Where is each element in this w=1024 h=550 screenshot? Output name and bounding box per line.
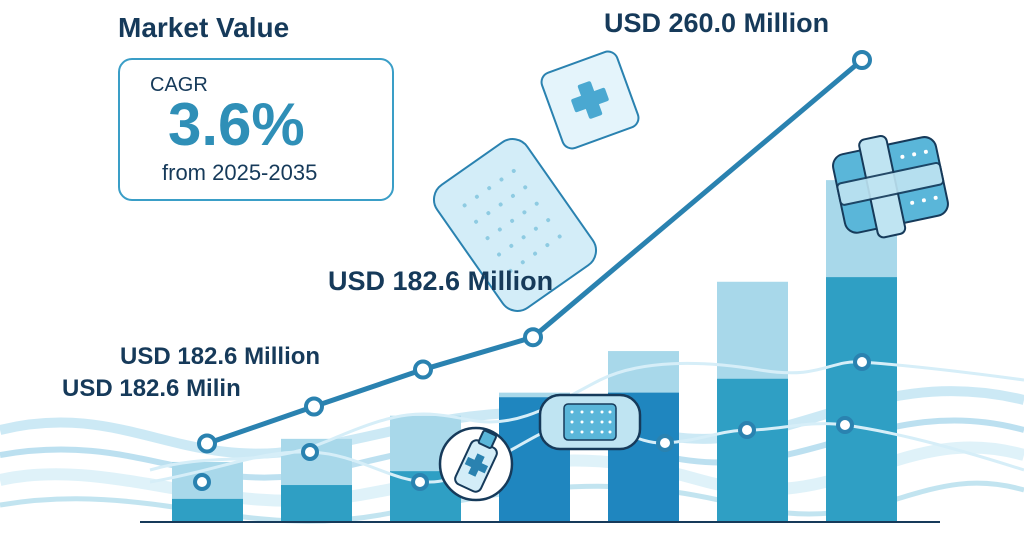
bar-lower (281, 485, 352, 522)
cagr-value: 3.6% (168, 91, 305, 158)
cagr-box: CAGR 3.6% from 2025-2035 (118, 58, 394, 201)
wave-point (301, 443, 319, 461)
bandage-cross-icon (832, 134, 949, 239)
page-title: Market Value (118, 12, 290, 43)
growth-line-point (197, 433, 217, 454)
annotation-low-2: USD 182.6 Milin (62, 375, 241, 402)
growth-line-point (523, 327, 543, 348)
wave-point (193, 473, 211, 491)
wave-point (853, 353, 871, 371)
annotation-mid: USD 182.6 Million (328, 266, 554, 296)
bar-lower (826, 277, 897, 522)
cagr-period: from 2025-2035 (162, 160, 318, 185)
growth-line-point (413, 359, 433, 380)
wave-point (656, 434, 674, 452)
annotation-low-1: USD 182.6 Million (120, 343, 321, 370)
growth-line-point (304, 396, 324, 417)
bar-lower (172, 498, 243, 522)
wave-point (411, 473, 429, 491)
wave-point (836, 416, 854, 434)
bandage-pack-icon (432, 50, 640, 312)
plaster-icon (538, 393, 642, 451)
bar-lower (717, 378, 788, 522)
cagr-label: CAGR (150, 74, 208, 96)
spray-bottle-icon (438, 426, 514, 502)
annotation-top: USD 260.0 Million (604, 8, 830, 38)
growth-line-point (852, 50, 872, 70)
wave-point (738, 421, 756, 439)
